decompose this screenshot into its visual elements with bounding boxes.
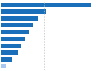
Bar [1, 44, 21, 48]
Bar [1, 30, 29, 34]
Bar [1, 23, 33, 27]
Bar [1, 57, 12, 62]
Bar [1, 16, 38, 21]
Bar [1, 3, 91, 7]
Bar [1, 64, 6, 68]
Bar [1, 9, 46, 14]
Bar [1, 50, 18, 55]
Bar [1, 37, 25, 41]
